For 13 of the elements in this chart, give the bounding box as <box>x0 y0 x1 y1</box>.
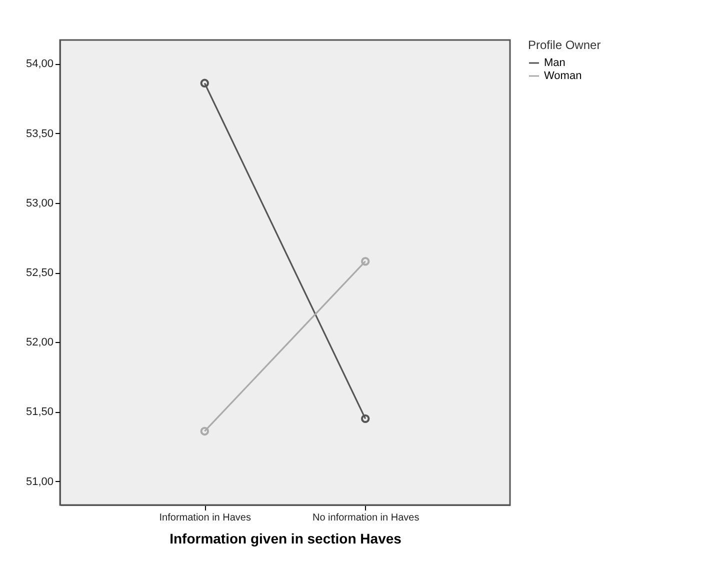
y-tick-label: 52,50 <box>26 267 54 279</box>
x-tick-label: No information in Haves <box>312 512 420 524</box>
y-tick-label: 53,50 <box>26 128 54 140</box>
y-tick-label: 52,00 <box>26 336 54 349</box>
x-axis-title: Information given in section Haves <box>170 530 402 546</box>
y-tick-label: 51,50 <box>26 406 54 418</box>
legend-label: Woman <box>544 70 582 82</box>
y-tick-label: 53,00 <box>26 197 54 210</box>
y-tick-label: 54,00 <box>26 58 54 70</box>
legend-title: Profile Owner <box>528 38 601 52</box>
y-tick-label: 51,00 <box>26 476 54 488</box>
legend-label: Man <box>544 57 566 69</box>
x-tick-label: Information in Haves <box>159 512 251 524</box>
